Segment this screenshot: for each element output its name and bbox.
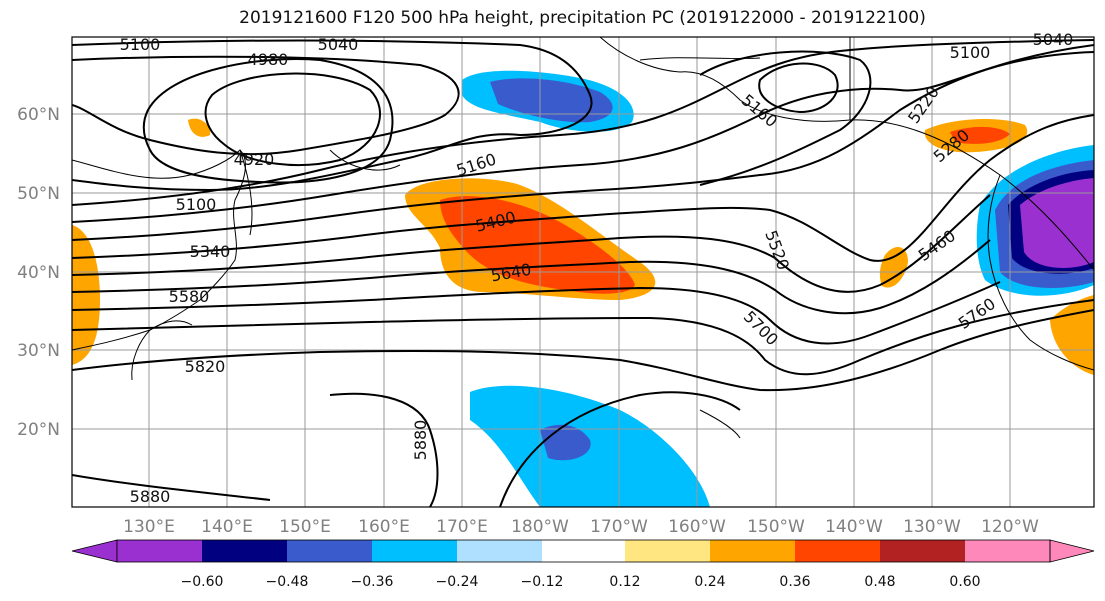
map-border [71,36,1095,508]
lat-label: 20°N [17,420,60,440]
colorbar-swatch [117,540,202,562]
longitude-labels: 130°E 140°E 150°E 160°E 170°E 180°W 170°… [123,517,1039,537]
colorbar-border [116,539,1051,563]
colorbar-tick: 0.48 [864,574,895,590]
colorbar-swatch [795,540,880,562]
contour-label: 5100 [176,195,217,214]
colorbar-swatch [542,540,625,562]
height-contours [72,39,1094,507]
colorbar-tick: −0.24 [436,574,479,590]
colorbar-tick: 0.36 [779,574,810,590]
contour-label: 5100 [120,35,161,54]
lon-label: 160°E [358,517,410,537]
lat-label: 50°N [17,184,60,204]
colorbar-swatch [880,540,965,562]
positive-anomaly-gulf-alaska [924,118,1028,153]
colorbar-tick: 0.12 [609,574,640,590]
colorbar-swatch [965,540,1050,562]
coastlines [72,37,1094,439]
contour-label: 4920 [234,150,275,169]
colorbar-tick: 0.24 [694,574,725,590]
lon-label: 170°E [436,517,488,537]
contour-label: 5580 [169,287,210,306]
lon-label: 160°W [668,517,726,537]
contour-label: 5820 [185,357,226,376]
colorbar-tick: −0.12 [521,574,564,590]
negative-anomaly-west-us [976,145,1094,296]
lon-label: 140°W [825,517,883,537]
lon-label: 170°W [590,517,648,537]
contour-label: 4980 [248,50,289,69]
colorbar-swatch [202,540,287,562]
lon-label: 180°W [511,517,569,537]
lon-label: 120°W [981,517,1039,537]
positive-anomaly-small [879,246,908,288]
lon-label: 130°E [123,517,175,537]
positive-anomaly-small-2 [188,118,211,137]
lat-label: 40°N [17,263,60,283]
lon-label: 150°W [747,517,805,537]
contour-label: 5040 [1033,30,1074,49]
latitude-labels: 60°N 50°N 40°N 30°N 20°N [17,105,60,440]
lat-label: 30°N [17,341,60,361]
colorbar-swatch [710,540,795,562]
contour-label: 5880 [411,420,430,461]
negative-anomaly-north-pacific [462,70,634,132]
colorbar-tick: −0.36 [351,574,394,590]
positive-anomaly-east-edge [1050,295,1094,375]
colorbar-swatch [372,540,457,562]
lon-label: 130°W [903,517,961,537]
colorbar-tick: −0.60 [181,574,224,590]
colorbar-tick: 0.60 [949,574,980,590]
lon-label: 150°E [279,517,331,537]
colorbar-swatch [457,540,542,562]
contour-label: 5880 [130,487,171,506]
lon-label: 140°E [201,517,253,537]
colorbar-extend-low [71,539,118,563]
chart-title: 2019121600 F120 500 hPa height, precipit… [239,8,926,28]
lat-label: 60°N [17,105,60,125]
colorbar: −0.60 −0.48 −0.36 −0.24 −0.12 0.12 0.24 … [71,539,1095,590]
positive-anomaly-central-pacific [405,178,656,300]
map-layer [72,37,1094,507]
colorbar-swatch [625,540,710,562]
contour-label: 5340 [190,242,231,261]
colorbar-tick: −0.48 [266,574,309,590]
contour-label: 5100 [950,43,991,62]
colorbar-extend-high [1049,539,1095,563]
colorbar-swatch [287,540,372,562]
contour-label: 5040 [318,35,359,54]
